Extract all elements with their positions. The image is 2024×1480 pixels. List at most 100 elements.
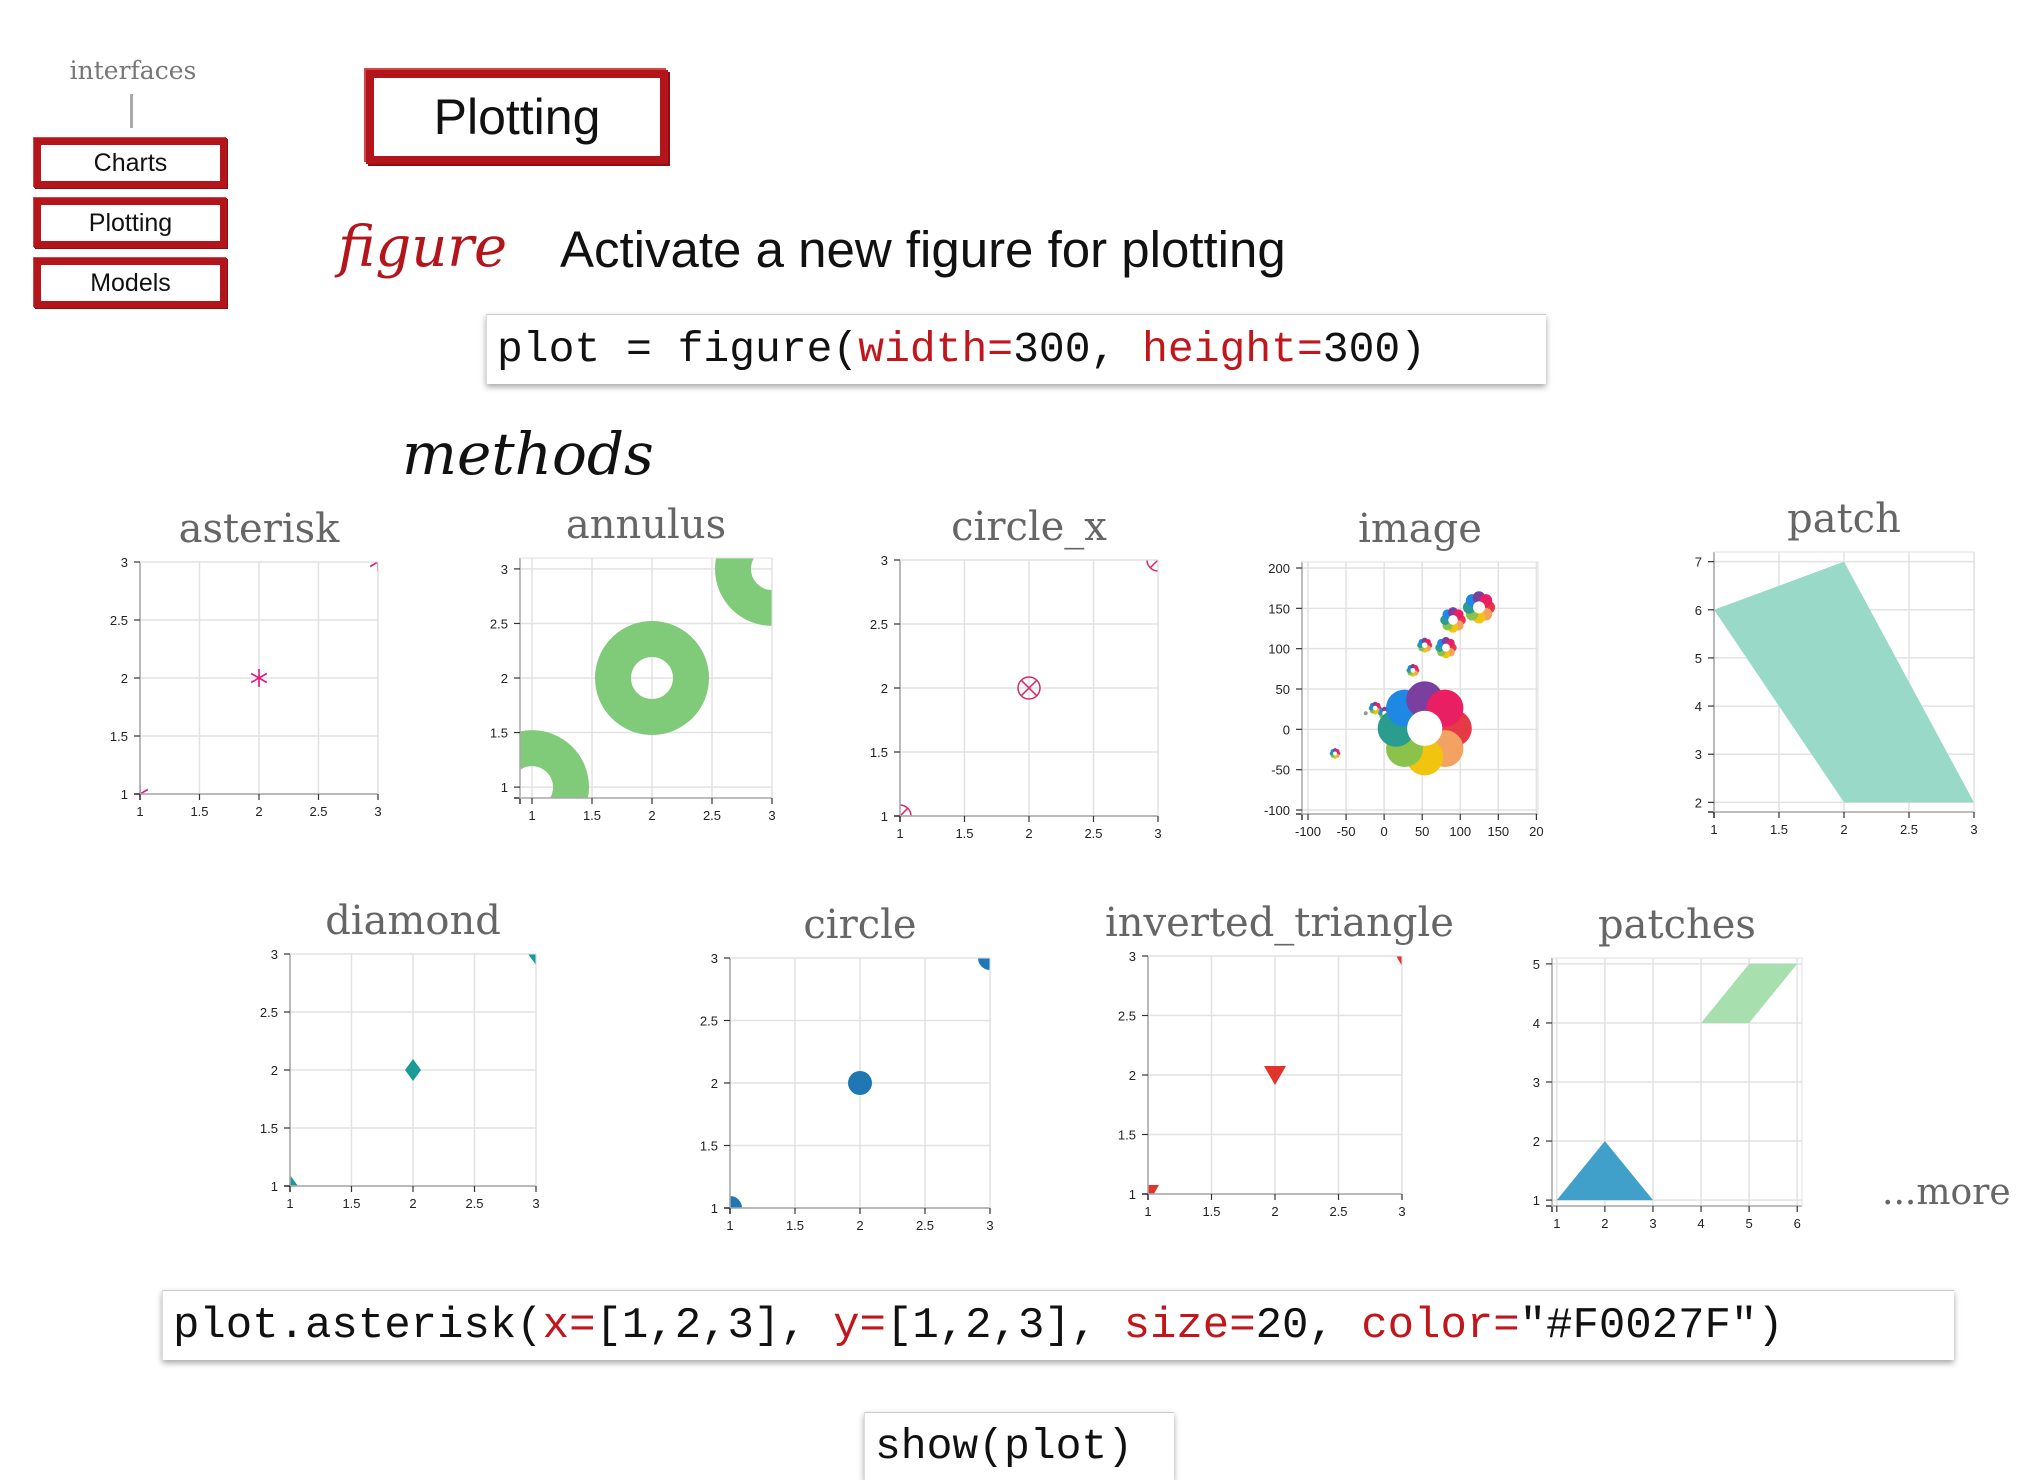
asterisk-point	[140, 785, 149, 794]
plot-title: image	[1358, 506, 1482, 552]
image-flower	[1329, 748, 1341, 759]
y-tick-label: 2.5	[700, 1014, 718, 1029]
x-tick-label: 20	[1529, 824, 1543, 839]
figure-keyword: figure	[338, 215, 508, 280]
x-tick-label: 3	[1970, 822, 1977, 837]
y-tick-label: 0	[1283, 722, 1290, 737]
x-tick-label: 1.5	[786, 1218, 804, 1233]
x-tick-label: 1	[1144, 1204, 1151, 1219]
nav-item-plotting[interactable]: Plotting	[34, 198, 227, 248]
image-flower	[1406, 663, 1420, 677]
y-tick-label: 6	[1695, 603, 1702, 618]
y-tick-label: 5	[1533, 957, 1540, 972]
x-tick-label: 1.5	[342, 1196, 360, 1211]
y-tick-label: 2	[711, 1076, 718, 1091]
y-tick-label: 3	[1695, 747, 1702, 762]
code-text: [1,2,3],	[595, 1300, 834, 1351]
y-tick-label: 2	[1129, 1068, 1136, 1083]
y-tick-label: 4	[1533, 1016, 1540, 1031]
data-layer	[730, 958, 990, 1208]
data-layer	[1329, 591, 1496, 776]
diamond-point	[528, 954, 536, 965]
image-flower	[1435, 636, 1457, 659]
annulus-point	[715, 558, 772, 626]
y-tick-label: 1.5	[1118, 1128, 1136, 1143]
x-tick-label: 2	[856, 1218, 863, 1233]
y-tick-label: 150	[1268, 601, 1290, 616]
y-tick-label: 2.5	[260, 1005, 278, 1020]
nav-item-charts[interactable]: Charts	[34, 138, 227, 188]
y-tick-label: 1	[121, 787, 128, 802]
plot-frame	[1301, 561, 1539, 815]
x-tick-label: 2.5	[309, 804, 327, 819]
y-tick-label: 2.5	[490, 616, 508, 631]
code-keyword: size=	[1123, 1300, 1256, 1351]
data-layer	[140, 562, 378, 794]
plot-asterisk: 1 1.5 2 2.5 3 1 1.5 2 2.5 3	[110, 555, 382, 819]
y-tick-label: 1.5	[870, 745, 888, 760]
y-tick-label: -50	[1271, 763, 1290, 778]
methods-label: methods	[402, 420, 654, 488]
y-tick-label: 2	[501, 671, 508, 686]
code-text: 20,	[1255, 1300, 1362, 1351]
x-tick-label: 1.5	[583, 808, 601, 823]
x-tick-label: 4	[1697, 1216, 1704, 1231]
call-code-block: plot.asterisk(x= [1,2,3], y= [1,2,3], size…	[162, 1290, 1954, 1360]
plot-title: circle_x	[951, 504, 1107, 550]
x-tick-label: 1	[726, 1218, 733, 1233]
plot-patch: 1 1.5 2 2.5 3 2 3 4 5 6 7	[1695, 551, 1978, 837]
x-tick-label: 3	[768, 808, 775, 823]
y-tick-label: 2	[1695, 795, 1702, 810]
image-flower	[1440, 607, 1466, 633]
y-tick-label: 2	[881, 681, 888, 696]
x-tick-label: 2	[1601, 1216, 1608, 1231]
y-tick-label: 3	[1129, 949, 1136, 964]
x-tick-label: 6	[1794, 1216, 1801, 1231]
x-tick-label: 150	[1487, 824, 1509, 839]
more-label: ...more	[1882, 1172, 2011, 1213]
show-code-block: show(plot)	[864, 1412, 1174, 1480]
y-tick-label: 2	[271, 1063, 278, 1078]
x-tick-label: 1	[286, 1196, 293, 1211]
x-tick-label: 1	[1710, 822, 1717, 837]
figure-description: Activate a new figure for plotting	[560, 221, 1286, 278]
x-tick-label: 2	[1840, 822, 1847, 837]
patch-shape	[1714, 561, 1974, 803]
code-keyword: y=	[833, 1300, 886, 1351]
plot-title: annulus	[565, 502, 727, 548]
plot-title: asterisk	[178, 506, 340, 552]
y-tick-label: 1	[501, 780, 508, 795]
x-tick-label: 2	[409, 1196, 416, 1211]
y-tick-label: 2.5	[110, 613, 128, 628]
x-tick-label: 1.5	[955, 826, 973, 841]
x-tick-label: 0	[1381, 824, 1388, 839]
x-tick-label: 1.5	[1770, 822, 1788, 837]
x-tick-label: 1	[896, 826, 903, 841]
plot-title: circle	[803, 902, 917, 948]
nav-item-models[interactable]: Models	[34, 258, 227, 308]
x-tick-label: 1	[528, 808, 535, 823]
data-layer	[900, 560, 1158, 816]
x-tick-label: 2.5	[703, 808, 721, 823]
y-tick-label: -100	[1264, 803, 1290, 818]
circle-point	[978, 958, 990, 970]
y-tick-label: 5	[1695, 651, 1702, 666]
code-keyword: color=	[1361, 1300, 1520, 1351]
y-tick-label: 1.5	[260, 1121, 278, 1136]
y-tick-label: 7	[1695, 555, 1702, 570]
x-tick-label: -50	[1337, 824, 1356, 839]
image-flower	[1417, 637, 1433, 653]
y-tick-label: 3	[121, 555, 128, 570]
y-tick-label: 4	[1695, 699, 1702, 714]
patches-shape	[1556, 1141, 1653, 1201]
y-tick-label: 3	[711, 951, 718, 966]
y-tick-label: 2	[1533, 1134, 1540, 1149]
image-flower	[1462, 591, 1496, 624]
x-tick-label: 3	[374, 804, 381, 819]
circle-point	[730, 1196, 742, 1208]
code-keyword: height=	[1142, 325, 1323, 374]
y-tick-label: 50	[1276, 682, 1290, 697]
code-keyword: width=	[858, 325, 1014, 374]
plot-patches: 1 2 3 4 5 6 1 2 3 4 5	[1533, 957, 1803, 1231]
data-layer	[520, 558, 772, 798]
